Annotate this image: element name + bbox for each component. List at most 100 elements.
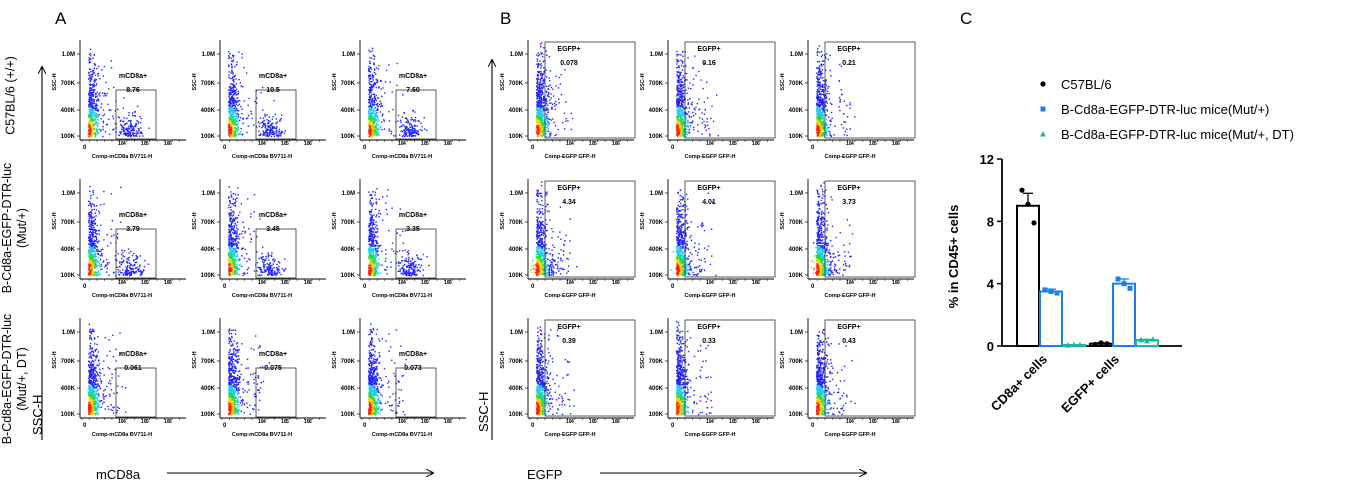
y-tick-label: 1.0M bbox=[342, 330, 355, 336]
plot-y-label: SSC-H bbox=[780, 73, 786, 90]
x-tick-label: 10 bbox=[281, 280, 287, 286]
x-tick-label: 0 bbox=[671, 423, 675, 429]
y-tick-label: 100K bbox=[341, 273, 356, 279]
x-tick-label: 0 bbox=[811, 284, 815, 290]
x-tick-label: 5 bbox=[874, 419, 877, 425]
plot-x-label: Comp-EGFP GFP-H bbox=[685, 293, 736, 299]
x-tick-label: 10 bbox=[752, 141, 758, 147]
x-tick-label: 6 bbox=[757, 141, 760, 147]
y-tick-label: 100K bbox=[509, 134, 524, 140]
y-tick-label: 400K bbox=[789, 386, 804, 392]
y-tick-label: 400K bbox=[509, 386, 524, 392]
x-tick-label: 4 bbox=[263, 419, 266, 425]
x-tick-label: 5 bbox=[594, 419, 597, 425]
gate-percentage: 0.39 bbox=[562, 338, 576, 345]
event-dots bbox=[88, 48, 150, 138]
gate-percentage: 0.33 bbox=[702, 338, 716, 345]
y-tick-label: 1.0M bbox=[202, 191, 215, 197]
panel-a-letter: A bbox=[55, 9, 67, 28]
x-tick-label: 10 bbox=[444, 419, 450, 425]
plot-x-label: Comp-mCD8a BV711-H bbox=[92, 154, 152, 160]
x-tick-label: 6 bbox=[897, 280, 900, 286]
x-tick-label: 4 bbox=[571, 141, 574, 147]
plot-y-label: SSC-H bbox=[332, 351, 338, 368]
x-tick-label: 0 bbox=[83, 284, 87, 290]
x-tick-label: 10 bbox=[118, 141, 124, 147]
gate-percentage: 0.073 bbox=[404, 365, 422, 372]
y-tick-label: 1.0M bbox=[650, 52, 663, 58]
x-tick-label: 4 bbox=[711, 280, 714, 286]
y-tick-label: 700K bbox=[649, 81, 664, 87]
x-tick-label: 10 bbox=[752, 280, 758, 286]
x-tick-label: 5 bbox=[734, 419, 737, 425]
y-tick-label: 400K bbox=[509, 247, 524, 253]
plot-y-label: SSC-H bbox=[500, 351, 506, 368]
plot-y-label: SSC-H bbox=[192, 212, 198, 229]
y-tick-label: 100K bbox=[201, 134, 216, 140]
y-tick-label: 700K bbox=[509, 359, 524, 365]
y-tick-label: 700K bbox=[789, 81, 804, 87]
y-tick-label: 100K bbox=[509, 273, 524, 279]
plot-y-label: SSC-H bbox=[332, 73, 338, 90]
plot-y-label: SSC-H bbox=[52, 73, 58, 90]
gate-label: EGFP+ bbox=[697, 185, 720, 192]
plot-x-label: Comp-EGFP GFP-H bbox=[825, 154, 876, 160]
plot-x-label: Comp-EGFP GFP-H bbox=[545, 432, 596, 438]
y-tick-label: 700K bbox=[201, 220, 216, 226]
x-tick-label: 4 bbox=[263, 280, 266, 286]
gate-box bbox=[395, 89, 437, 140]
data-point bbox=[1025, 201, 1031, 207]
panel-c-letter: C bbox=[960, 9, 973, 28]
y-tick-label: 1.0M bbox=[62, 330, 75, 336]
gate-box bbox=[544, 180, 636, 278]
bar-s2-egfp bbox=[1112, 282, 1136, 348]
gate-percentage: 0.43 bbox=[842, 338, 856, 345]
plot-x-label: Comp-mCD8a BV711-H bbox=[92, 432, 152, 438]
y-tick-label: 1.0M bbox=[650, 330, 663, 336]
x-tick-label: 10 bbox=[566, 280, 572, 286]
y-tick-label: 700K bbox=[649, 359, 664, 365]
x-tick-label: 10 bbox=[612, 280, 618, 286]
panel-b-letter: B bbox=[500, 9, 512, 28]
x-tick-label: 6 bbox=[757, 280, 760, 286]
x-tick-label: 10 bbox=[164, 280, 170, 286]
gate-box bbox=[395, 228, 437, 279]
y-tick-label: 400K bbox=[61, 108, 76, 114]
plot-x-label: Comp-EGFP GFP-H bbox=[825, 293, 876, 299]
event-dots bbox=[228, 50, 287, 138]
y-tick-label: 400K bbox=[201, 386, 216, 392]
gate-box bbox=[544, 319, 636, 417]
x-tick-label: 10 bbox=[258, 419, 264, 425]
gate-box bbox=[824, 180, 916, 278]
event-dots bbox=[530, 181, 578, 277]
x-tick-label: 5 bbox=[286, 141, 289, 147]
event-dots bbox=[676, 320, 713, 416]
x-tick-label: 5 bbox=[874, 280, 877, 286]
data-point bbox=[1104, 341, 1110, 347]
panel-b-x-axis-label: EGFP bbox=[527, 467, 563, 482]
x-tick-label: 6 bbox=[449, 419, 452, 425]
data-point bbox=[1031, 220, 1037, 226]
x-tick-label: 0 bbox=[531, 423, 535, 429]
event-dots bbox=[816, 45, 856, 138]
y-tick-label: 8 bbox=[987, 214, 994, 229]
y-tick-label: 100K bbox=[201, 412, 216, 418]
plot-y-label: SSC-H bbox=[640, 212, 646, 229]
y-tick-label: 700K bbox=[341, 220, 356, 226]
x-tick-label: 4 bbox=[851, 419, 854, 425]
bar-s2-cd8a bbox=[1039, 290, 1063, 347]
legend-label: B-Cd8a-EGFP-DTR-luc mice(Mut/+) bbox=[1061, 102, 1269, 117]
y-tick-label: 1.0M bbox=[650, 191, 663, 197]
plot-x-label: Comp-mCD8a BV711-H bbox=[92, 293, 152, 299]
x-tick-label: 4 bbox=[403, 280, 406, 286]
x-tick-label: 4 bbox=[403, 419, 406, 425]
x-tick-label: 6 bbox=[449, 280, 452, 286]
y-tick-label: 400K bbox=[509, 108, 524, 114]
x-tick-label: 5 bbox=[874, 141, 877, 147]
x-tick-label: 10 bbox=[421, 419, 427, 425]
